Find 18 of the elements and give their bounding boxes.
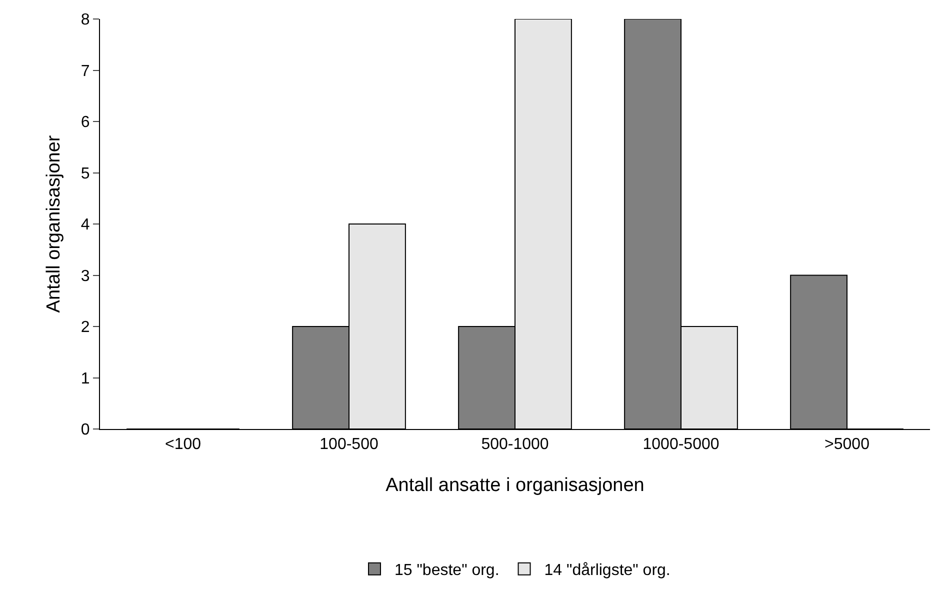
legend-label: 14 "dårligste" org. [544,562,670,580]
legend-label: 15 "beste" org. [394,562,500,580]
y-tick-label: 4 [80,216,90,234]
x-axis-title: Antall ansatte i organisasjonen [386,475,644,496]
x-tick-label: >5000 [824,436,870,454]
y-tick-label: 6 [80,114,90,132]
y-tick-label: 0 [80,422,90,439]
x-tick-label: 500-1000 [481,436,549,454]
y-tick-label: 3 [80,268,90,285]
y-tick-label: 5 [80,165,90,182]
y-axis-title: Antall organisasjoner [44,134,65,313]
x-tick-label: 100-500 [320,436,378,454]
y-tick-label: 2 [80,319,90,336]
y-tick-label: 7 [80,62,90,80]
x-tick-label: <100 [164,436,202,454]
x-tick-label: 1000-5000 [642,436,720,454]
y-tick-label: 8 [80,12,90,29]
y-tick-label: 1 [80,370,90,388]
